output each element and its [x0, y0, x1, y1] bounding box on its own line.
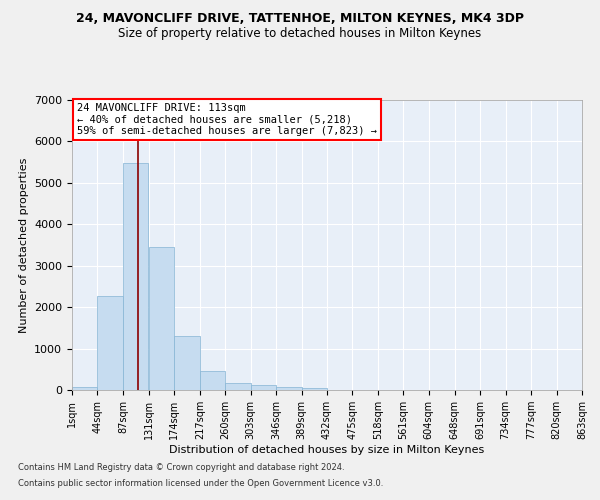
Bar	[225, 384, 251, 390]
Bar	[302, 388, 327, 390]
Text: Contains public sector information licensed under the Open Government Licence v3: Contains public sector information licen…	[18, 478, 383, 488]
Y-axis label: Number of detached properties: Number of detached properties	[19, 158, 29, 332]
X-axis label: Distribution of detached houses by size in Milton Keynes: Distribution of detached houses by size …	[169, 445, 485, 455]
Bar	[149, 247, 175, 390]
Bar	[200, 370, 225, 390]
Bar	[251, 386, 276, 390]
Text: Contains HM Land Registry data © Crown copyright and database right 2024.: Contains HM Land Registry data © Crown c…	[18, 464, 344, 472]
Bar	[72, 386, 97, 390]
Bar	[97, 296, 123, 390]
Text: 24 MAVONCLIFF DRIVE: 113sqm
← 40% of detached houses are smaller (5,218)
59% of : 24 MAVONCLIFF DRIVE: 113sqm ← 40% of det…	[77, 103, 377, 136]
Bar	[175, 336, 200, 390]
Text: 24, MAVONCLIFF DRIVE, TATTENHOE, MILTON KEYNES, MK4 3DP: 24, MAVONCLIFF DRIVE, TATTENHOE, MILTON …	[76, 12, 524, 26]
Bar	[276, 387, 302, 390]
Text: Size of property relative to detached houses in Milton Keynes: Size of property relative to detached ho…	[118, 28, 482, 40]
Bar	[123, 163, 148, 390]
